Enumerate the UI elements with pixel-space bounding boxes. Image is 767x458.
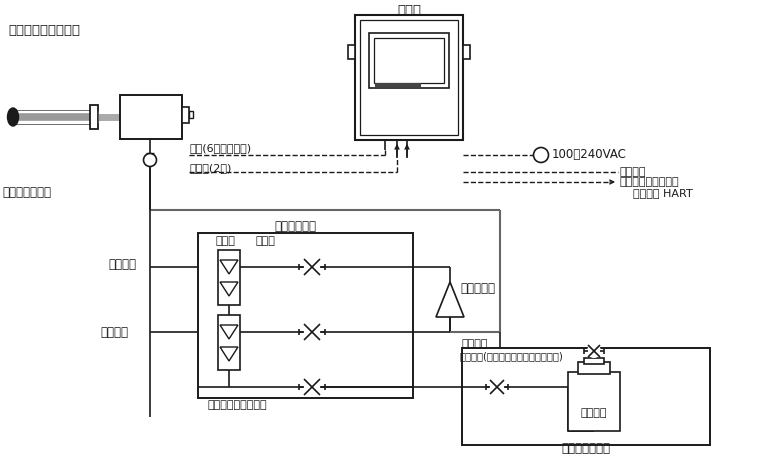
Polygon shape	[220, 260, 238, 274]
Bar	[462, 348, 710, 445]
Text: 校正气体压力调节器: 校正气体压力调节器	[207, 400, 267, 410]
Circle shape	[303, 258, 321, 276]
Circle shape	[303, 378, 321, 396]
Bar	[584, 358, 604, 364]
Text: 流量计: 流量计	[216, 236, 236, 246]
Text: 仪表气体: 仪表气体	[462, 339, 489, 349]
Polygon shape	[436, 282, 464, 317]
Text: 信号(6芯屏蔽电缆): 信号(6芯屏蔽电缆)	[190, 143, 252, 153]
Circle shape	[143, 153, 156, 167]
Bar	[360, 20, 458, 135]
Bar	[182, 107, 189, 123]
Bar	[578, 362, 610, 374]
Polygon shape	[220, 282, 238, 296]
Bar	[369, 33, 449, 88]
Circle shape	[489, 379, 505, 395]
Bar	[198, 233, 413, 398]
Bar	[189, 111, 193, 118]
Bar	[120, 95, 182, 139]
Text: 流量设定装置: 流量设定装置	[274, 219, 316, 233]
Text: 校正气体单元箱: 校正气体单元箱	[561, 442, 611, 456]
Text: 触点输入: 触点输入	[620, 167, 647, 177]
Text: 100～240VAC: 100～240VAC	[552, 148, 627, 162]
Bar	[348, 45, 355, 59]
Text: 模拟输出，触点输出: 模拟输出，触点输出	[620, 177, 680, 187]
Circle shape	[534, 147, 548, 163]
Bar	[90, 105, 98, 129]
Text: 参比气体: 参比气体	[108, 258, 136, 272]
Bar	[374, 38, 444, 83]
Bar	[218, 315, 240, 370]
Text: 量程气体(与零点气体相同的校正单元): 量程气体(与零点气体相同的校正单元)	[460, 351, 564, 361]
Bar	[355, 15, 463, 140]
Bar	[375, 83, 421, 87]
Text: 止回阀或截止阀: 止回阀或截止阀	[2, 185, 51, 198]
Polygon shape	[220, 325, 238, 339]
Text: 针形阀: 针形阀	[256, 236, 276, 246]
Bar	[463, 45, 470, 59]
Text: 加热器(2芯): 加热器(2芯)	[190, 163, 232, 173]
Bar	[218, 250, 240, 305]
Text: 数字输出 HART: 数字输出 HART	[633, 188, 693, 198]
Text: 校正气体: 校正气体	[100, 327, 128, 339]
Circle shape	[587, 344, 601, 358]
Text: 变换器: 变换器	[397, 4, 421, 16]
Circle shape	[303, 323, 321, 341]
Text: 零点气瓶: 零点气瓶	[581, 408, 607, 418]
Text: 气体调节阀: 气体调节阀	[460, 283, 495, 295]
Ellipse shape	[8, 108, 18, 126]
Bar	[568, 372, 620, 431]
Text: 分离式氧化锆检测器: 分离式氧化锆检测器	[8, 23, 80, 37]
Polygon shape	[220, 347, 238, 361]
